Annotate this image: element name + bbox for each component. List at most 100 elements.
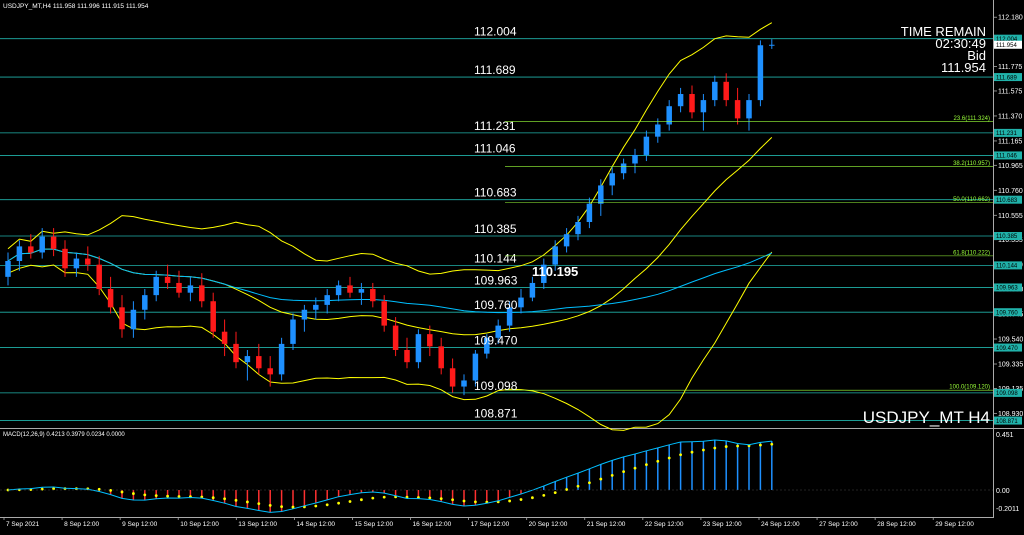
candle-body <box>609 173 615 186</box>
macd-line <box>7 439 772 513</box>
macd-signal-dot <box>382 495 386 499</box>
price-tag-text: 111.231 <box>996 131 1017 137</box>
macd-signal-dot <box>223 497 227 501</box>
macd-signal-dot <box>451 498 454 502</box>
level-labels: 112.004 111.689 111.231 111.046 110.683 110.3… <box>474 25 518 421</box>
candle-body <box>541 264 547 283</box>
date-label: 14 Sep 12:00 <box>296 521 335 528</box>
candle-body <box>655 124 661 137</box>
candle-body <box>347 285 353 293</box>
date-label: 22 Sep 12:00 <box>645 521 684 528</box>
candle-body <box>723 81 729 101</box>
date-label: 17 Sep 12:00 <box>471 521 510 528</box>
price-axis-label: 110.760 <box>998 188 1023 195</box>
macd-signal-dot <box>234 498 238 502</box>
macd-signal-dot <box>736 444 739 448</box>
candle-body <box>370 289 376 302</box>
price-tag <box>994 308 1022 317</box>
date-label: 13 Sep 12:00 <box>238 521 277 528</box>
candle-body <box>164 276 171 283</box>
date-label: 21 Sep 12:00 <box>587 521 626 528</box>
time-axis: 7 Sep 2021 8 Sep 12:00 9 Sep 12:00 10 Sep 1… <box>3 517 974 528</box>
price-axis-label: 109.335 <box>998 362 1023 369</box>
candle-body <box>324 295 330 305</box>
date-label: 24 Sep 12:00 <box>761 521 800 528</box>
macd-signal-dot <box>166 494 170 498</box>
macd-signal-dot <box>531 496 534 500</box>
macd-signal-dot <box>610 473 614 477</box>
candle-body <box>461 380 467 387</box>
candle-body <box>85 258 91 265</box>
candle-body <box>5 261 11 277</box>
bid-value: 111.954 <box>941 60 986 75</box>
price-tag-text: 111.689 <box>996 75 1017 81</box>
date-label: 10 Sep 12:00 <box>180 521 219 528</box>
macd-signal-dot <box>109 488 112 492</box>
macd-signal-dot <box>656 459 660 463</box>
price-tag <box>994 195 1022 204</box>
candle-body <box>666 106 672 125</box>
macd-signal-dot <box>519 498 523 501</box>
price-axis-label: 109.540 <box>998 337 1023 344</box>
fib-label: 61.8(110.222) <box>953 250 990 256</box>
candle-body <box>529 282 536 298</box>
macd-axis-bottom: -0.2011 <box>996 506 1019 513</box>
macd-signal-dot <box>690 450 694 454</box>
date-label: 8 Sep 12:00 <box>64 521 99 528</box>
candle-body <box>233 343 239 363</box>
price-tag <box>994 34 1022 43</box>
candle-body <box>632 154 638 164</box>
candle-body <box>28 246 34 253</box>
level-label: 109.760 <box>474 298 518 312</box>
candle-body <box>96 264 102 290</box>
macd-signal-dot <box>291 505 295 509</box>
candle-body <box>335 285 342 296</box>
candle-body <box>107 289 114 308</box>
macd-signal-dot <box>508 499 511 503</box>
macd-signal-dot <box>348 500 352 503</box>
candle-body <box>472 353 479 381</box>
candle-body <box>358 289 365 293</box>
price-axis-label: 111.165 <box>998 138 1022 145</box>
macd-signal-dot <box>622 470 625 474</box>
candle-body <box>130 309 137 330</box>
macd-signal-dot <box>553 491 557 494</box>
macd-signal-dot <box>633 466 637 470</box>
candle-body <box>187 285 194 293</box>
level-label: 109.098 <box>474 379 518 393</box>
candle-body <box>757 45 764 101</box>
macd-signal-dot <box>337 501 340 505</box>
candle-body <box>221 331 228 344</box>
price-axis-label: 110.555 <box>998 213 1023 220</box>
price-axis-label: 108.930 <box>998 411 1023 418</box>
level-label: 108.871 <box>474 407 518 421</box>
time-remain-value: 02:30:49 <box>935 36 986 51</box>
macd-signal-dot <box>588 481 591 485</box>
macd-signal-dot <box>143 493 147 497</box>
macd-signal-dot <box>599 477 603 481</box>
candle-body <box>563 234 570 247</box>
macd-signal-dot <box>246 500 249 504</box>
candle-body <box>313 304 319 310</box>
candle-body <box>301 309 308 320</box>
candle-body <box>449 368 456 387</box>
macd-signal-dot <box>280 505 283 509</box>
price-tag-text: 111.954 <box>996 43 1017 49</box>
chart-title: USDJPY_MT H4 <box>863 408 990 427</box>
candle-body <box>586 203 593 222</box>
macd-signal-dot <box>645 463 648 467</box>
price-tag-text: 112.004 <box>996 37 1018 43</box>
level-label: 110.144 <box>474 251 517 265</box>
candle-body <box>278 343 285 375</box>
candle-body <box>392 325 399 350</box>
price-tag <box>994 73 1022 82</box>
price-tag <box>994 151 1022 160</box>
macd-signal-dot <box>576 484 580 488</box>
macd-signal-dot <box>52 487 55 491</box>
candle-body <box>199 285 205 302</box>
macd-signal-dot <box>211 496 215 500</box>
candle-body <box>290 319 296 344</box>
macd-signal-dot <box>770 442 774 446</box>
